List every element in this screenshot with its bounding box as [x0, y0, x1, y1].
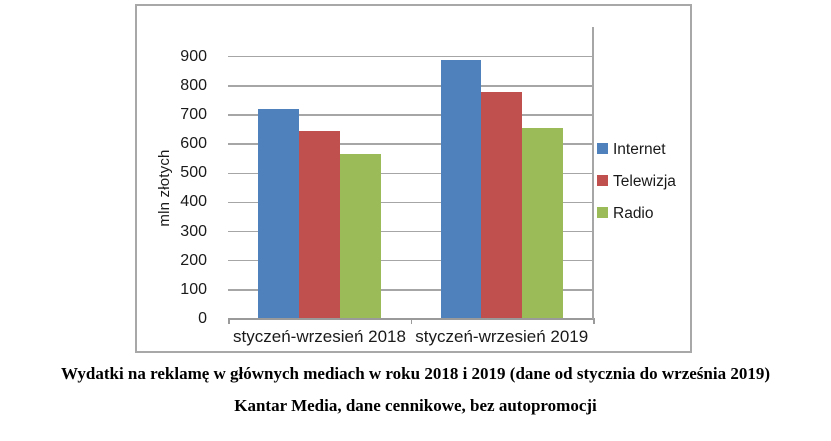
legend-label-telewizja: Telewizja — [613, 172, 676, 190]
legend-swatch-radio — [597, 206, 608, 218]
legend-item-telewizja: Telewizja — [597, 172, 687, 190]
y-tick-label-900: 900 — [180, 47, 207, 65]
legend-swatch-internet — [597, 142, 608, 154]
bar-internet-2018 — [258, 109, 300, 319]
bar-telewizja-2019 — [481, 91, 523, 319]
y-tick-label-700: 700 — [180, 105, 207, 123]
y-tick-label-100: 100 — [180, 280, 207, 298]
x-category-label-2018: styczeń-wrzesień 2018 — [233, 327, 406, 346]
bar-radio-2018 — [339, 154, 381, 319]
y-tick-label-500: 500 — [180, 164, 207, 182]
caption-source: Kantar Media, dane cennikowe, bez autopr… — [234, 396, 597, 415]
chart-frame: mln złotych 0 100 200 300 400 500 600 700 800 900… — [135, 4, 692, 353]
gridline-300 — [228, 230, 593, 233]
gridline-200 — [228, 259, 593, 262]
gridline-700 — [228, 114, 593, 116]
y-tick-label-400: 400 — [180, 193, 207, 211]
x-axis-tick-2 — [593, 320, 595, 324]
gridline-800 — [228, 85, 593, 87]
bar-radio-2019 — [522, 128, 563, 319]
x-axis-line — [228, 318, 595, 320]
x-axis-tick-1 — [410, 320, 412, 324]
y-tick-label-600: 600 — [180, 135, 207, 153]
gridline-600 — [228, 143, 593, 145]
caption: Wydatki na reklamę w głównych mediach w … — [0, 364, 831, 416]
legend-swatch-telewizja — [597, 174, 608, 186]
legend-label-radio: Radio — [613, 204, 654, 222]
x-category-label-2019: styczeń-wrzesień 2019 — [415, 327, 589, 346]
legend-item-internet: Internet — [597, 140, 687, 158]
legend-item-radio: Radio — [597, 204, 687, 222]
bar-internet-2019 — [440, 59, 482, 319]
caption-title: Wydatki na reklamę w głównych mediach w … — [61, 364, 770, 383]
y-tick-label-0: 0 — [198, 310, 207, 327]
gridline-400 — [228, 201, 593, 204]
y-tick-label-300: 300 — [180, 222, 207, 240]
y-tick-label-200: 200 — [180, 251, 207, 269]
plot-right-border — [592, 27, 594, 319]
gridline-100 — [228, 289, 593, 291]
gridline-500 — [228, 172, 593, 175]
bar-telewizja-2018 — [299, 131, 340, 319]
y-tick-label-800: 800 — [180, 76, 207, 94]
gridline-900 — [228, 55, 593, 58]
x-axis-tick-0 — [228, 320, 230, 324]
legend-label-internet: Internet — [613, 140, 666, 158]
